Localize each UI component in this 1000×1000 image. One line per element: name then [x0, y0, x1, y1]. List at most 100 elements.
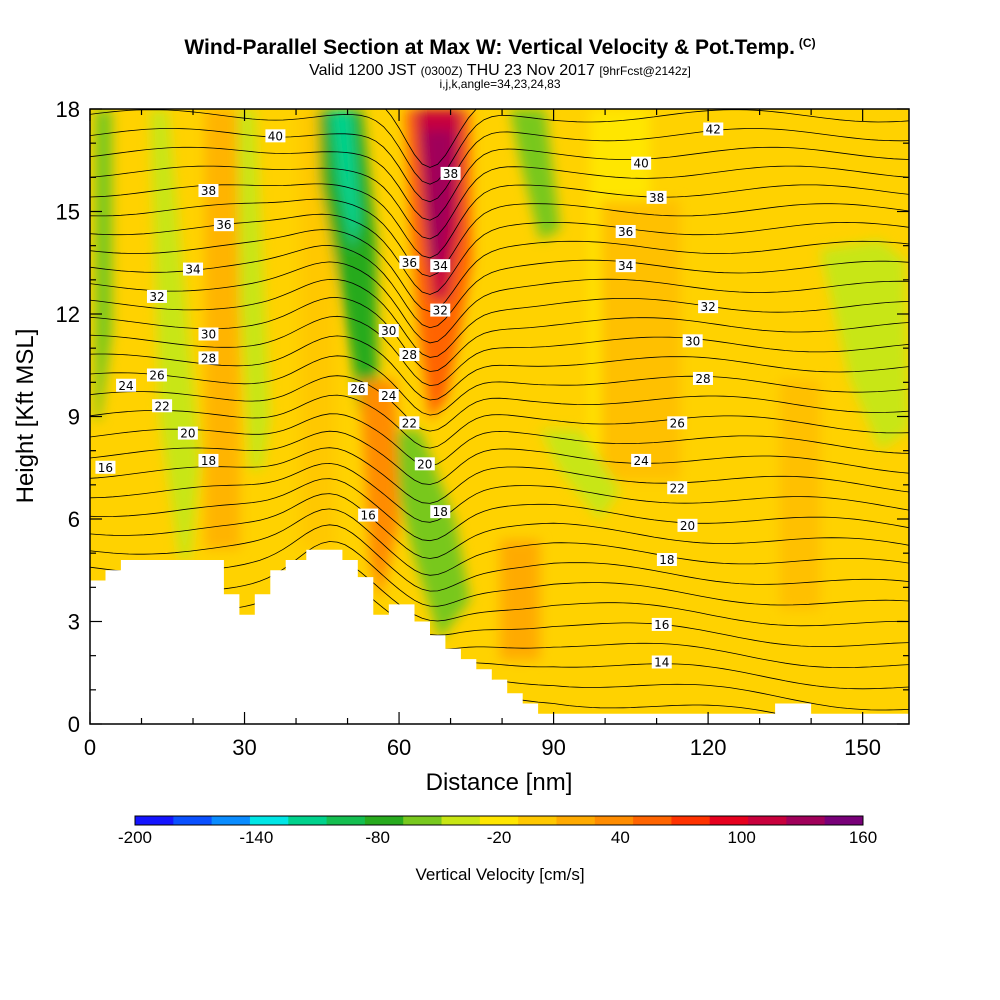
svg-text:24: 24: [381, 389, 396, 403]
contour-label: 24: [116, 378, 137, 393]
colorbar-tick-label: 100: [727, 828, 755, 847]
contour-label: 26: [667, 416, 688, 430]
svg-text:30: 30: [381, 324, 396, 338]
contour-label: 38: [198, 184, 219, 198]
contour-label: 30: [378, 324, 399, 338]
contour-label: 28: [399, 348, 420, 362]
contour-label: 20: [177, 426, 198, 441]
contour-label: 26: [146, 368, 167, 383]
y-tick-label: 6: [68, 507, 80, 532]
isentrope-line: [90, 462, 909, 523]
contour-label: 28: [692, 371, 713, 386]
isentrope-line: [90, 109, 909, 185]
colorbar-tick-label: -80: [365, 828, 390, 847]
colorbar-swatch: [364, 816, 404, 825]
isentrope-line: [90, 229, 909, 313]
colorbar-swatch: [249, 816, 289, 825]
svg-text:26: 26: [350, 382, 365, 396]
svg-text:18: 18: [201, 454, 216, 468]
colorbar-swatch: [786, 816, 826, 825]
isentrope-line: [90, 413, 909, 467]
isentrope-line: [90, 245, 909, 329]
svg-text:28: 28: [402, 348, 417, 362]
colorbar-swatch: [671, 816, 711, 825]
contour-label: 34: [430, 259, 451, 273]
svg-text:30: 30: [201, 328, 216, 342]
colorbar: -200 -140 -80 -20 40 100 160: [118, 815, 877, 847]
contour-label: 40: [265, 129, 286, 143]
svg-text:42: 42: [706, 123, 721, 137]
contour-label: 16: [651, 617, 672, 632]
contour-label: 38: [440, 166, 461, 181]
contour-label: 32: [430, 303, 451, 318]
svg-text:36: 36: [618, 225, 633, 239]
isentrope-line: [90, 165, 909, 240]
svg-text:14: 14: [654, 656, 669, 670]
contour-label: 34: [615, 259, 636, 273]
colorbar-tick-label: 160: [849, 828, 877, 847]
svg-text:20: 20: [180, 427, 195, 441]
svg-text:18: 18: [433, 505, 448, 519]
contour-label: 26: [347, 382, 368, 396]
contour-label: 22: [152, 399, 173, 413]
valid-time: Valid 1200 JST (0300Z) THU 23 Nov 2017 […: [309, 62, 691, 79]
svg-text:32: 32: [433, 304, 448, 318]
isentrope-line: [90, 508, 909, 576]
colorbar-swatch: [326, 816, 366, 825]
contour-label: 14: [651, 655, 672, 670]
colorbar-swatch: [441, 816, 481, 825]
contour-label: 36: [399, 255, 420, 270]
isentrope-line: [90, 430, 909, 485]
isentrope-line: [90, 524, 909, 592]
svg-text:26: 26: [670, 416, 685, 430]
contour-label: 18: [430, 505, 451, 519]
svg-text:38: 38: [443, 167, 458, 181]
contour-label: 36: [615, 225, 636, 239]
y-axis-label: Height [Kft MSL]: [12, 329, 39, 504]
chart-title: Wind-Parallel Section at Max W: Vertical…: [184, 36, 816, 59]
contour-label: 24: [631, 453, 652, 468]
contour-label: 20: [414, 457, 435, 471]
svg-text:24: 24: [118, 379, 133, 393]
svg-text:38: 38: [201, 184, 216, 198]
svg-text:16: 16: [98, 461, 113, 475]
forecast-info: [9hrFcst@2142z]: [599, 64, 691, 78]
x-axis: 0 30 60 90 120 150: [84, 109, 881, 760]
svg-text:16: 16: [654, 618, 669, 632]
isentrope-line: [90, 128, 909, 203]
isentrope-line: [90, 447, 909, 504]
svg-text:40: 40: [634, 157, 649, 171]
svg-text:16: 16: [361, 509, 376, 523]
isentrope-line: [90, 198, 909, 277]
isentrope-line: [90, 278, 909, 358]
colorbar-swatch: [211, 816, 251, 825]
x-tick-label: 150: [844, 735, 881, 760]
colorbar-swatch: [633, 816, 672, 825]
svg-text:28: 28: [201, 351, 216, 365]
svg-text:28: 28: [695, 372, 710, 386]
colorbar-tick-label: -20: [487, 828, 512, 847]
contour-labels: 40 38 36 34 32 30 28 26 24 22 20 18 16 36 34 32 30 28 26 24…: [95, 122, 724, 670]
contour-label: 40: [631, 156, 652, 171]
isentrope-line: [90, 394, 909, 449]
x-tick-label: 0: [84, 735, 96, 760]
y-tick-label: 15: [56, 200, 80, 225]
svg-text:20: 20: [417, 457, 432, 471]
contour-label: 34: [183, 262, 204, 277]
svg-text:36: 36: [216, 218, 231, 232]
valid-utc: (0300Z): [420, 64, 463, 78]
terrain-mask: [90, 549, 909, 724]
y-tick-label: 12: [56, 302, 80, 327]
svg-text:38: 38: [649, 191, 664, 205]
contour-label: 36: [213, 218, 234, 232]
grid-indices: i,j,k,angle=34,23,24,83: [439, 77, 561, 91]
contour-label: 22: [399, 416, 420, 430]
colorbar-tick-label: 40: [611, 828, 630, 847]
colorbar-swatch: [173, 816, 213, 825]
contour-label: 30: [198, 327, 219, 342]
isentrope-line: [90, 541, 909, 607]
contour-label: 22: [667, 481, 688, 495]
x-tick-label: 60: [387, 735, 411, 760]
contour-label: 16: [95, 460, 116, 475]
